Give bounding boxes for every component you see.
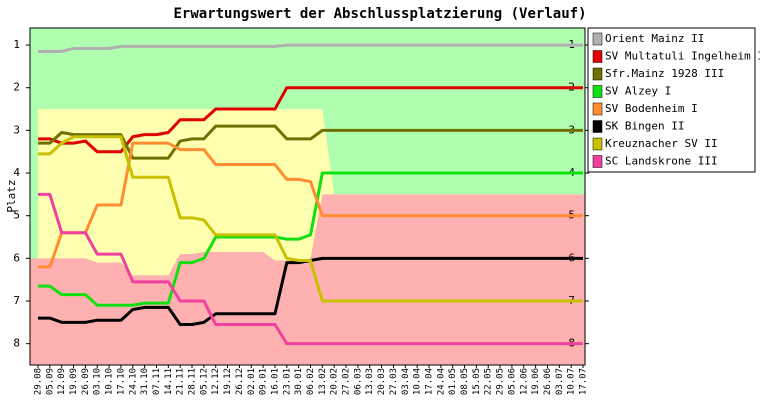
legend-swatch (592, 120, 603, 133)
x-tick-label: 02.01 (247, 368, 257, 395)
x-tick-label: 20.03 (377, 368, 387, 395)
x-tick-label: 12.06 (519, 368, 529, 395)
legend-label: SC Landskrone III (605, 155, 718, 168)
x-tick-label: 13.03 (365, 368, 375, 395)
legend-label: Kreuznacher SV II (605, 137, 718, 150)
y-tick-label: 4 (13, 166, 20, 179)
legend-label: SV Alzey I (605, 85, 671, 98)
legend-swatch (592, 85, 603, 98)
x-tick-label: 24.10 (128, 368, 138, 395)
x-tick-label: 06.03 (353, 368, 363, 395)
legend-label: SK Bingen II (605, 120, 684, 133)
x-tick-label: 05.12 (199, 368, 209, 395)
legend-swatch (592, 67, 603, 81)
series-line (38, 192, 583, 346)
x-tick-label: 12.12 (211, 368, 221, 395)
y-axis-label: Platz (5, 179, 18, 212)
legend-label: Orient Mainz II (605, 32, 704, 45)
chart-title: Erwartungswert der Abschlussplatzierung … (173, 6, 586, 22)
legend-label: Sfr.Mainz 1928 III (605, 67, 724, 80)
y-tick-label: 8 (13, 337, 20, 350)
x-tick-label: 27.03 (389, 368, 399, 395)
x-tick-label: 03.10 (93, 368, 103, 395)
legend-swatch (592, 137, 603, 151)
x-tick-label: 23.01 (282, 368, 292, 395)
x-tick-label: 10.07 (567, 368, 577, 395)
x-tick-label: 20.02 (330, 368, 340, 395)
x-tick-label: 19.09 (69, 368, 79, 395)
y-tick-label: 5 (13, 209, 20, 222)
x-tick-label: 13.02 (318, 368, 328, 395)
x-tick-label: 10.10 (105, 368, 115, 395)
x-tick-label: 30.01 (294, 368, 304, 395)
legend-swatch (592, 155, 603, 168)
x-tick-label: 15.05 (472, 368, 482, 395)
legend-label: SV Bodenheim I (605, 102, 698, 115)
y-tick-label: 1 (13, 38, 20, 51)
x-tick-label: 29.05 (496, 368, 506, 395)
x-tick-label: 17.04 (424, 368, 434, 395)
x-tick-label: 17.07 (579, 368, 589, 395)
x-tick-label: 01.05 (448, 368, 458, 395)
series-line (38, 135, 583, 303)
x-tick-label: 19.12 (223, 368, 233, 395)
x-tick-label: 31.10 (140, 368, 150, 395)
legend-swatch (592, 102, 603, 116)
series-line (38, 124, 583, 160)
x-tick-label: 22.05 (484, 368, 494, 395)
x-tick-label: 16.01 (270, 368, 280, 395)
x-tick-label: 26.09 (81, 368, 91, 395)
x-tick-label: 29.08 (34, 368, 44, 395)
x-tick-label: 03.07 (555, 368, 565, 395)
x-tick-label: 05.06 (507, 368, 517, 395)
x-tick-label: 10.04 (413, 368, 423, 395)
x-tick-label: 07.11 (152, 368, 162, 395)
x-tick-label: 12.09 (57, 368, 67, 395)
x-tick-label: 14.11 (164, 368, 174, 395)
x-tick-label: 19.06 (531, 368, 541, 395)
y-tick-label: 3 (13, 123, 20, 136)
zone-red (30, 194, 585, 365)
x-tick-label: 17.10 (116, 368, 126, 395)
plot-border (29, 27, 586, 366)
legend-box (587, 27, 756, 173)
x-tick-label: 03.04 (401, 368, 411, 395)
legend-swatch (592, 32, 603, 46)
x-tick-label: 27.02 (342, 368, 352, 395)
y-tick-label: 6 (13, 251, 20, 264)
series-line (38, 86, 583, 154)
legend-swatch (592, 50, 603, 63)
x-tick-label: 21.11 (176, 368, 186, 395)
x-tick-label: 26.06 (543, 368, 553, 395)
x-tick-label: 06.02 (306, 368, 316, 395)
x-tick-label: 08.05 (460, 368, 470, 395)
y-tick-label: 2 (13, 81, 20, 94)
series-line (38, 43, 583, 53)
x-tick-label: 26.12 (235, 368, 245, 395)
series-line (38, 171, 583, 307)
legend-label: SV Multatuli Ingelheim I (605, 50, 760, 63)
y-tick-label: 7 (13, 294, 20, 307)
x-tick-label: 05.09 (45, 368, 55, 395)
x-tick-label: 28.11 (188, 368, 198, 395)
x-tick-label: 09.01 (259, 368, 269, 395)
x-tick-label: 24.04 (436, 368, 446, 395)
